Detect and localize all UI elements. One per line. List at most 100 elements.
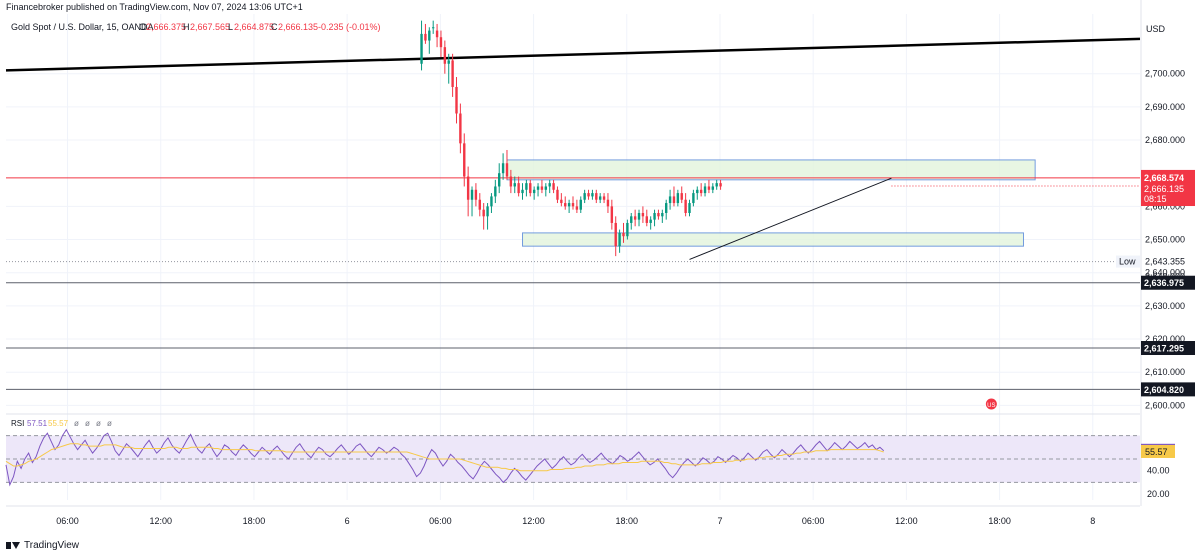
candlesticks xyxy=(420,20,722,257)
y-tick-label: 2,600.000 xyxy=(1145,400,1185,410)
legend: Gold Spot / U.S. Dollar, 15, OANDA O 2,6… xyxy=(11,22,381,32)
candle-body xyxy=(447,60,450,64)
support-level-label: 2,617.295 xyxy=(1144,344,1184,354)
ohlc-close-value: 2,666.135 xyxy=(278,22,318,32)
eye-off-icon[interactable]: ø xyxy=(74,419,79,428)
ohlc-open-label: O xyxy=(139,22,146,32)
ohlc-close-label: C xyxy=(271,22,278,32)
tradingview-logo[interactable]: TradingView xyxy=(6,540,79,551)
candle-body xyxy=(459,113,462,144)
y-tick-label: 2,610.000 xyxy=(1145,367,1185,377)
candle-body xyxy=(521,189,524,194)
candle-body xyxy=(703,186,707,194)
support-level-label: 2,604.820 xyxy=(1144,385,1184,395)
symbol-title: Gold Spot / U.S. Dollar, 15, OANDA xyxy=(11,22,154,32)
y-tick-label: 2,700.000 xyxy=(1145,69,1185,79)
publisher-credit: Financebroker published on TradingView.c… xyxy=(6,2,303,12)
candle-body xyxy=(591,193,594,197)
rsi-y-tick-label: 20.00 xyxy=(1147,489,1170,499)
last-price-tag xyxy=(1141,182,1195,207)
candle-body xyxy=(435,30,439,38)
candle-body xyxy=(463,143,466,177)
y-tick-label: 2,680.000 xyxy=(1145,135,1185,145)
candle-body xyxy=(610,206,614,223)
ohlc-open-value: 2,666.375 xyxy=(146,22,186,32)
support-level-tag xyxy=(1141,382,1195,397)
candle-body xyxy=(684,199,687,213)
tradingview-brand-text: TradingView xyxy=(24,540,80,551)
y-tick-label: 2,690.000 xyxy=(1145,102,1185,112)
candle-body xyxy=(498,173,501,187)
x-tick-label: 12:00 xyxy=(895,516,918,526)
rsi-ma-line xyxy=(5,443,884,472)
candle-body xyxy=(428,30,431,41)
x-tick-label: 06:00 xyxy=(802,516,825,526)
currency-label[interactable]: USD xyxy=(1146,24,1166,34)
resistance-price-label: 2,668.574 xyxy=(1144,173,1184,183)
candle-body xyxy=(470,189,474,200)
candle-body xyxy=(536,186,540,190)
ascending-trendline xyxy=(689,177,892,260)
candle-body xyxy=(672,196,676,204)
eye-off-icon[interactable]: ø xyxy=(96,419,101,428)
rsi-title: RSI xyxy=(11,419,24,428)
ohlc-low-label: L xyxy=(228,22,233,32)
candle-body xyxy=(455,86,458,114)
drawn-lines xyxy=(5,37,1141,260)
candle-body xyxy=(529,183,532,194)
x-tick-label: 8 xyxy=(1090,516,1095,526)
rsi-ma-value-tag xyxy=(1141,444,1175,458)
support-level-tag xyxy=(1141,275,1195,290)
candle-body xyxy=(676,193,680,204)
candle-body xyxy=(443,47,447,64)
x-tick-label: 12:00 xyxy=(149,516,172,526)
candle-body xyxy=(513,183,516,187)
rsi-line xyxy=(5,428,885,487)
candle-body xyxy=(571,203,575,207)
candle-body xyxy=(552,183,555,190)
low-marker-value: 2,643.355 xyxy=(1145,257,1185,267)
y-tick-label: 2,640.000 xyxy=(1145,268,1185,278)
eye-off-icon[interactable]: ø xyxy=(107,419,112,428)
candle-body xyxy=(641,213,645,217)
candle-body xyxy=(606,199,610,207)
candle-body xyxy=(626,222,629,237)
candle-body xyxy=(494,186,497,197)
x-tick-label: 6 xyxy=(345,516,350,526)
x-tick-label: 18:00 xyxy=(616,516,639,526)
ohlc-high-label: H xyxy=(183,22,190,32)
x-tick-label: 18:00 xyxy=(243,516,266,526)
candle-body xyxy=(451,60,454,87)
rsi-ma-legend-value: 55.57 xyxy=(48,419,69,428)
candle-body xyxy=(711,186,715,190)
eye-off-icon[interactable]: ø xyxy=(85,419,90,428)
x-tick-label: 06:00 xyxy=(429,516,452,526)
candle-body xyxy=(567,203,571,207)
candle-body xyxy=(719,183,722,187)
price-tags: 2,636.975 2,617.295 2,604.820 Low 2,643.355 U… xyxy=(984,169,1195,458)
economic-event-label: US xyxy=(987,403,995,409)
price-zones xyxy=(506,159,1036,247)
candle-body xyxy=(688,203,691,213)
candle-body xyxy=(564,203,567,207)
candle-body xyxy=(575,206,579,210)
candle-body xyxy=(478,199,481,210)
countdown-label: 08:15 xyxy=(1144,194,1167,204)
support-levels xyxy=(6,177,1140,390)
candle-body xyxy=(548,183,551,187)
candle-body xyxy=(579,199,582,210)
candle-body xyxy=(482,209,485,217)
rsi-ma-value-label: 55.57 xyxy=(1145,447,1168,457)
candle-body xyxy=(587,193,590,197)
candle-body xyxy=(618,232,621,247)
candle-body xyxy=(668,196,672,204)
low-marker-badge xyxy=(1116,255,1140,268)
candle-body xyxy=(645,216,648,223)
candle-body xyxy=(715,183,718,187)
x-tick-label: 06:00 xyxy=(56,516,79,526)
support-level-tag xyxy=(1141,341,1195,356)
candle-body xyxy=(680,193,683,200)
candle-body xyxy=(699,189,703,194)
candle-body xyxy=(540,186,544,190)
